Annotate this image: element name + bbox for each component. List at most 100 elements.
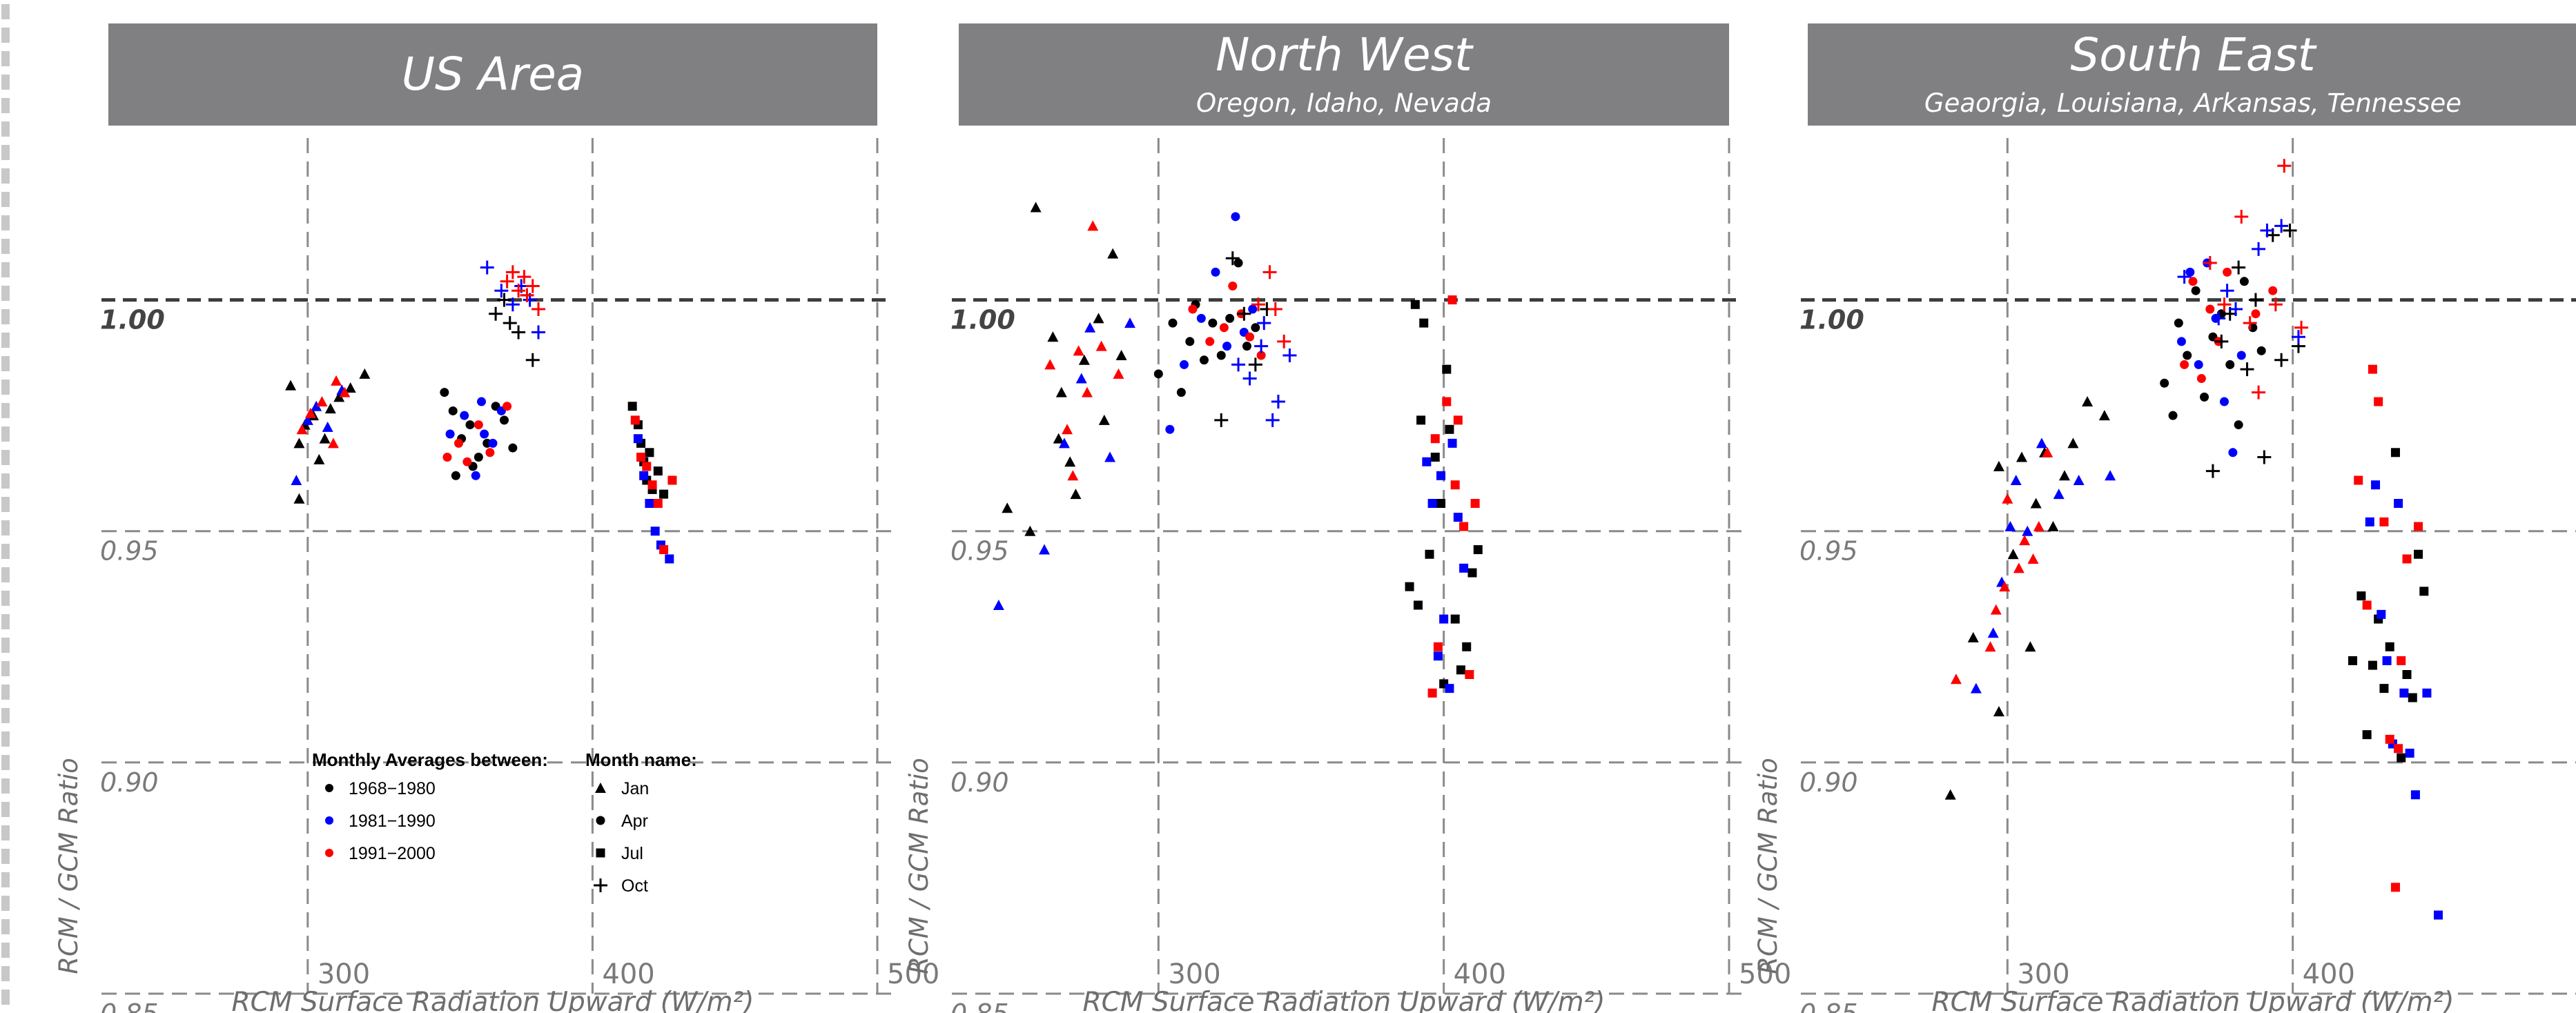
x-tick-label: 500 (887, 958, 939, 990)
point-jan-1968−1980 (1944, 789, 1956, 800)
point-oct-1981−1990 (480, 260, 494, 275)
x-tick-label: 500 (1739, 958, 1791, 990)
point-jan-1991−2000 (2002, 493, 2013, 504)
point-jan-1991−2000 (1990, 604, 2002, 615)
point-apr-1968−1980 (2225, 360, 2235, 369)
point-jul-1991−2000 (1430, 434, 1440, 444)
point-jan-1968−1980 (2047, 521, 2059, 532)
x-axis-label: RCM Surface Radiation Upward (W/m²) (232, 987, 754, 1013)
point-oct-1991−2000 (1268, 302, 1282, 316)
point-apr-1968−1980 (2239, 277, 2249, 286)
point-apr-1991−2000 (1219, 323, 1229, 333)
legend: Monthly Averages between: 1968−1980 1981−1… (312, 749, 697, 896)
point-oct-1968−1980 (525, 353, 540, 367)
point-jan-1968−1980 (1002, 502, 1013, 513)
point-oct-1991−2000 (2234, 209, 2249, 224)
point-apr-1991−2000 (1205, 337, 1215, 346)
point-apr-1991−2000 (442, 452, 452, 462)
point-oct-1968−1980 (502, 316, 517, 331)
strip-segment (1, 28, 10, 43)
x-tick-label: 400 (602, 958, 654, 990)
point-jul-1991−2000 (630, 415, 640, 425)
point-jan-1968−1980 (1030, 201, 1042, 213)
point-jul-1991−2000 (647, 480, 657, 490)
legend-month-label: Jan (621, 779, 649, 798)
panel-subtitle: Oregon, Idaho, Nevada (1196, 88, 1492, 118)
point-apr-1968−1980 (1216, 351, 1226, 360)
point-oct-1981−1990 (1242, 371, 1257, 386)
point-oct-1981−1990 (1231, 357, 1246, 372)
point-oct-1968−1980 (2214, 334, 2229, 348)
strip-segment (1, 802, 10, 817)
strip-segment (1, 872, 10, 887)
point-oct-1981−1990 (2274, 219, 2289, 233)
strip-segment (1, 661, 10, 676)
strip-segment (1, 896, 10, 911)
point-apr-1981−1990 (2194, 360, 2203, 369)
point-oct-1968−1980 (1237, 306, 1251, 321)
x-tick-label: 300 (2017, 958, 2069, 990)
point-jul-1968−1980 (2390, 448, 2400, 458)
point-jul-1991−2000 (2394, 744, 2403, 754)
strip-segment (1, 168, 10, 184)
x-axis-label: RCM Surface Radiation Upward (W/m²) (1932, 987, 2455, 1013)
point-jul-1991−2000 (667, 475, 677, 485)
point-apr-1991−2000 (2196, 374, 2206, 384)
point-apr-1981−1990 (2185, 267, 2195, 277)
point-oct-1991−2000 (500, 274, 514, 288)
point-oct-1991−2000 (1251, 297, 1265, 312)
point-jul-1991−2000 (2374, 397, 2383, 406)
point-jan-1968−1980 (2098, 410, 2110, 421)
point-jan-1968−1980 (1093, 313, 1104, 324)
point-jul-1968−1980 (2408, 693, 2417, 702)
point-oct-1991−2000 (2268, 297, 2283, 312)
point-apr-1968−1980 (2160, 378, 2169, 388)
strip-segment (1, 520, 10, 535)
point-apr-1991−2000 (2188, 277, 2198, 286)
y-tick-label: 0.95 (1799, 536, 1858, 567)
point-apr-1968−1980 (465, 420, 475, 430)
x-tick-label: 400 (2303, 958, 2355, 990)
strip-segment (1, 708, 10, 723)
point-apr-1991−2000 (474, 420, 483, 430)
point-jul-1991−2000 (2414, 522, 2423, 531)
point-apr-1991−2000 (485, 448, 495, 458)
point-jan-1991−2000 (296, 424, 308, 435)
point-jul-1981−1990 (2433, 910, 2443, 920)
point-jan-1968−1980 (1993, 706, 2004, 717)
point-jan-1991−2000 (1984, 641, 1996, 652)
y-tick-label: 0.95 (950, 536, 1009, 567)
strip-segment (1, 614, 10, 629)
point-jul-1968−1980 (2402, 670, 2412, 680)
point-jul-1981−1990 (1439, 614, 1449, 624)
legend-month-label: Apr (621, 812, 648, 831)
strip-segment (1, 286, 10, 301)
legend-period-title: Monthly Averages between: (312, 749, 548, 770)
strip-segment (1, 215, 10, 230)
legend-period-label: 1991−2000 (349, 844, 436, 863)
point-jul-1968−1980 (627, 402, 637, 411)
point-apr-1991−2000 (1228, 281, 1238, 291)
point-apr-1981−1990 (445, 429, 455, 439)
point-jan-1968−1980 (2030, 498, 2042, 509)
point-apr-1981−1990 (1211, 267, 1220, 277)
point-oct-1981−1990 (2229, 302, 2243, 316)
point-apr-1981−1990 (1231, 212, 1240, 222)
legend-period-swatch (325, 784, 333, 792)
panel-title-banner (108, 23, 877, 126)
point-apr-1968−1980 (2168, 411, 2178, 420)
point-jan-1968−1980 (1078, 354, 1090, 365)
point-jan-1981−1990 (2073, 475, 2085, 485)
point-apr-1968−1980 (2191, 286, 2201, 295)
strip-segment (1, 966, 10, 981)
point-jan-1991−2000 (2033, 521, 2045, 532)
strip-segment (1, 591, 10, 606)
point-jul-1968−1980 (1473, 545, 1483, 555)
point-apr-1968−1980 (2200, 392, 2209, 402)
point-jan-1968−1980 (293, 493, 305, 504)
strip-segment (1, 849, 10, 864)
point-jul-1968−1980 (1456, 665, 1465, 675)
point-jan-1991−2000 (339, 386, 351, 397)
point-jan-1981−1990 (1039, 544, 1050, 555)
point-jan-1968−1980 (293, 437, 305, 449)
